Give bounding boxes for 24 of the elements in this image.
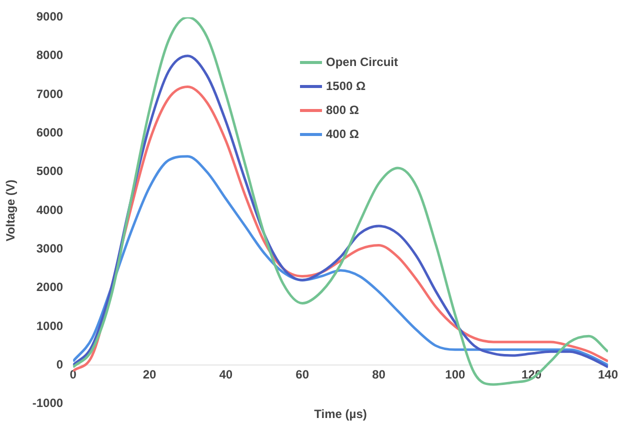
legend-label: Open Circuit bbox=[326, 55, 398, 69]
y-tick-label: 8000 bbox=[36, 48, 64, 62]
legend-label: 800 Ω bbox=[326, 103, 359, 117]
legend-label: 400 Ω bbox=[326, 127, 359, 141]
y-tick-label: 7000 bbox=[36, 86, 64, 101]
y-tick-label: 0 bbox=[56, 357, 64, 372]
x-tick-label: 140 bbox=[598, 368, 618, 382]
x-tick-label: 0 bbox=[70, 368, 77, 382]
x-tick-label: 40 bbox=[219, 368, 233, 382]
x-tick-label: 20 bbox=[142, 368, 156, 382]
x-tick-label: 100 bbox=[445, 368, 466, 382]
y-tick-label: 2000 bbox=[36, 280, 64, 294]
legend-label: 1500 Ω bbox=[326, 79, 366, 93]
x-tick-label: 60 bbox=[296, 368, 310, 382]
x-axis-title: Time (µs) bbox=[314, 407, 367, 421]
y-axis-title: Voltage (V) bbox=[4, 180, 18, 242]
y-tick-label: 6000 bbox=[36, 125, 64, 140]
y-tick-label: 3000 bbox=[36, 241, 64, 256]
y-tick-label: 9000 bbox=[36, 10, 64, 24]
x-tick-label: 80 bbox=[372, 368, 386, 382]
y-tick-label: 4000 bbox=[36, 202, 64, 217]
y-tick-label: 5000 bbox=[36, 164, 64, 178]
y-tick-label: -1000 bbox=[32, 396, 64, 410]
y-tick-label: 1000 bbox=[36, 318, 64, 333]
